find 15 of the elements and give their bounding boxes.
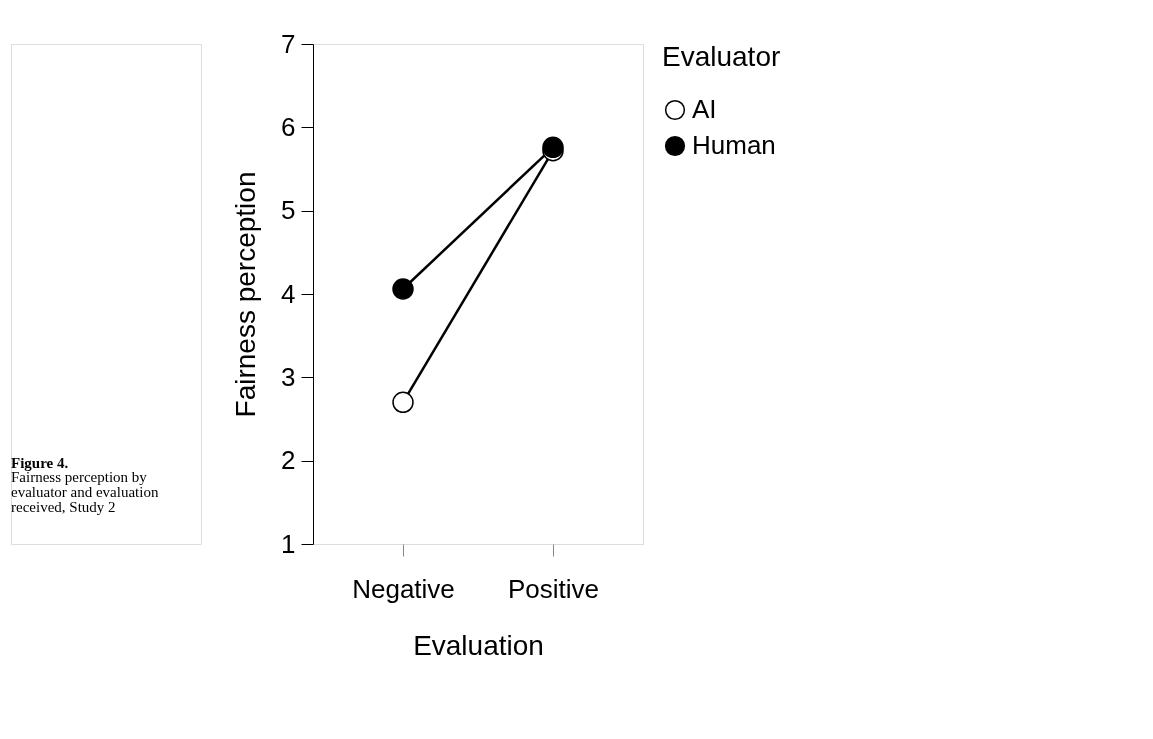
- caption: Figure 4.: [11, 454, 69, 471]
- y-tick-label: 1: [281, 528, 296, 559]
- y-tick-label: 6: [281, 111, 296, 142]
- x-axis-title: Evaluation: [413, 629, 544, 661]
- x-tick-label: Positive: [507, 573, 600, 604]
- legend-label: Human: [692, 130, 776, 160]
- x-tick-label: Negative: [352, 573, 455, 604]
- y-tick-label: 4: [281, 278, 296, 309]
- y-tick-label: 7: [281, 28, 296, 59]
- y-axis-title: Fairness perception: [230, 171, 262, 418]
- legend-label: AI: [692, 94, 717, 124]
- y-tick-label: 2: [281, 445, 296, 476]
- y-tick-label: 5: [281, 195, 296, 226]
- y-tick-label: 3: [281, 361, 296, 392]
- legend-title: Evaluator: [662, 41, 781, 72]
